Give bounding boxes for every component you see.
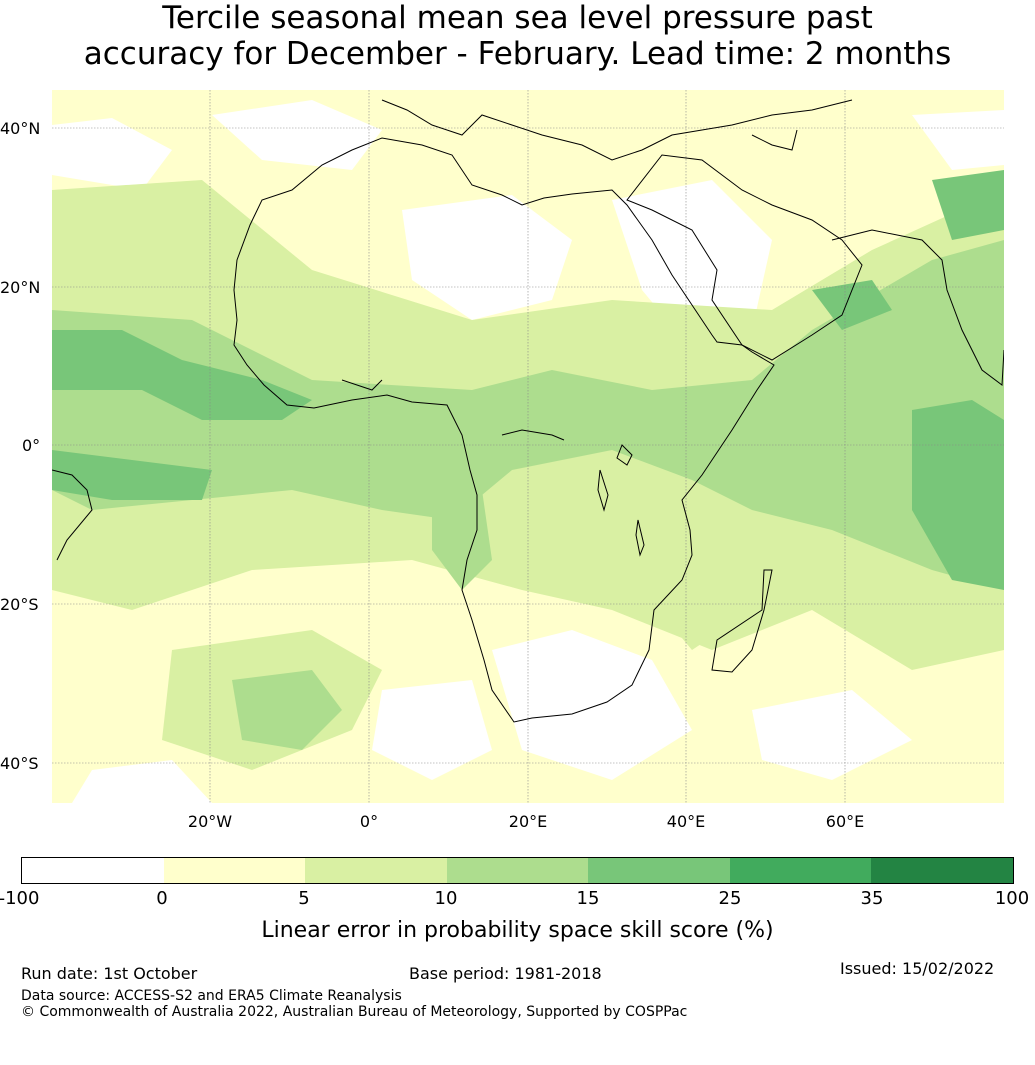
lat-label-40s: 40°S (0, 754, 39, 773)
lat-label-20s: 20°S (0, 595, 39, 614)
lon-label-20w: 20°W (187, 812, 233, 831)
colorbar-segment (163, 858, 306, 883)
base-period: Base period: 1981-2018 (409, 964, 602, 983)
coastlines (52, 99, 1004, 723)
colorbar-tick: 10 (434, 888, 458, 909)
lon-label-40e: 40°E (666, 812, 706, 831)
colorbar-tick: 0 (156, 888, 168, 909)
graticule (52, 90, 1004, 803)
lat-label-40n: 40°N (0, 119, 41, 138)
data-source: Data source: ACCESS-S2 and ERA5 Climate … (21, 988, 402, 1004)
colorbar-segment (729, 858, 872, 883)
colorbar-tick: 100 (994, 888, 1030, 909)
lon-label-0: 0° (359, 812, 379, 831)
colorbar-tick: -100 (0, 888, 40, 909)
issued-date: Issued: 15/02/2022 (840, 959, 995, 978)
skill-score-map (52, 90, 1004, 803)
colorbar-segment (22, 858, 164, 883)
colorbar-tick: 35 (860, 888, 884, 909)
lat-label-20n: 20°N (0, 278, 41, 297)
colorbar-segment (446, 858, 589, 883)
field-15-25 (52, 170, 1004, 590)
map-title: Tercile seasonal mean sea level pressure… (0, 0, 1035, 72)
colorbar (21, 857, 1014, 884)
colorbar-tick: 25 (718, 888, 742, 909)
colorbar-tick: 15 (576, 888, 600, 909)
copyright: © Commonwealth of Australia 2022, Austra… (21, 1004, 688, 1020)
map-title-line-2: accuracy for December - February. Lead t… (83, 36, 952, 72)
colorbar-tick: 5 (298, 888, 310, 909)
colorbar-segment (588, 858, 730, 883)
colorbar-label: Linear error in probability space skill … (261, 918, 774, 943)
map-canvas (52, 90, 1004, 803)
colorbar-segment (305, 858, 447, 883)
lat-label-equator: 0° (22, 436, 41, 455)
lon-label-60e: 60°E (825, 812, 865, 831)
lon-label-20e: 20°E (508, 812, 548, 831)
run-date: Run date: 1st October (21, 964, 198, 983)
map-title-line-1: Tercile seasonal mean sea level pressure… (162, 0, 873, 36)
colorbar-segment (871, 858, 1014, 883)
field-below-0 (52, 100, 1004, 803)
